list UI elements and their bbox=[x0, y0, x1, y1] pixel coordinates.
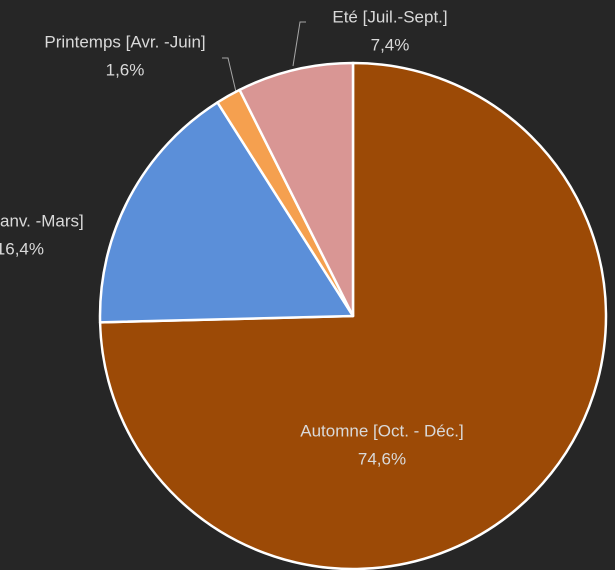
slice-label: anv. -Mars] bbox=[0, 211, 84, 230]
slice-label: Printemps [Avr. -Juin] bbox=[44, 32, 205, 51]
pie-slice bbox=[98, 101, 355, 324]
slice-label: Eté [Juil.-Sept.] bbox=[332, 7, 447, 26]
slice-label: Automne [Oct. - Déc.] bbox=[300, 421, 463, 440]
value-label: 74,6% bbox=[358, 449, 406, 468]
leader-line bbox=[222, 57, 237, 93]
value-label: 7,4% bbox=[371, 35, 410, 54]
value-label: 16,4% bbox=[0, 239, 44, 258]
value-label: 1,6% bbox=[106, 60, 145, 79]
pie-slice bbox=[238, 61, 355, 318]
leader-line bbox=[292, 21, 306, 67]
